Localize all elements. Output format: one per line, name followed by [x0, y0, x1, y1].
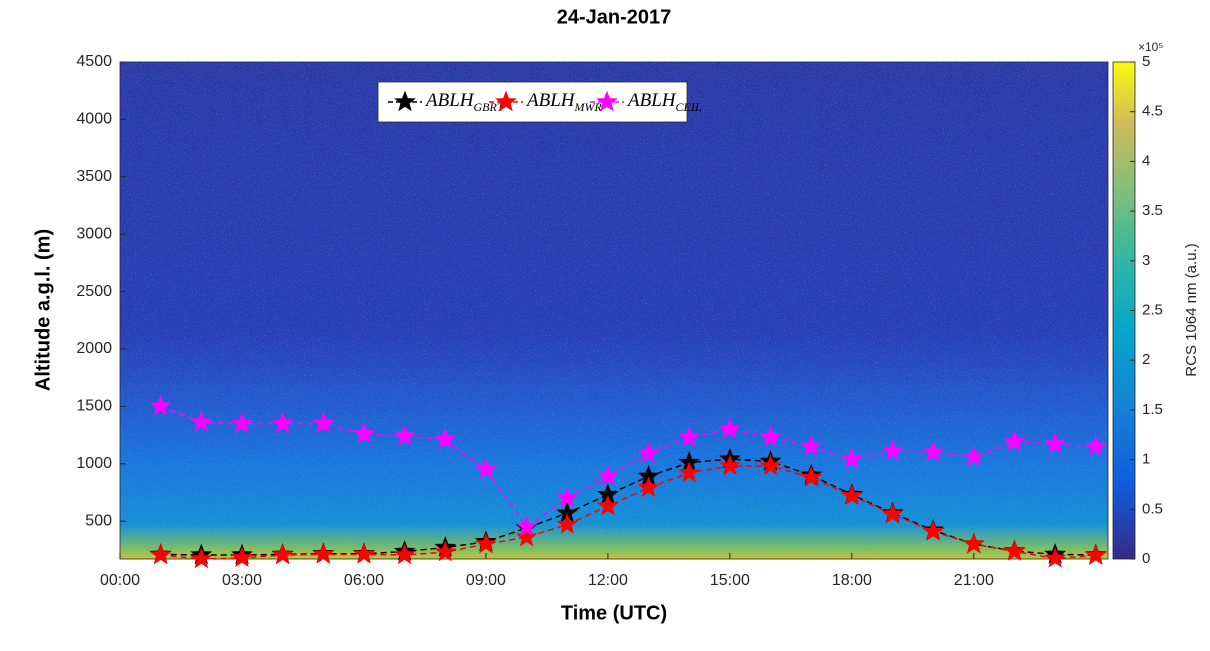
star-marker — [434, 428, 457, 449]
star-marker — [475, 458, 497, 479]
x-tick-label: 03:00 — [222, 572, 262, 589]
star-marker — [231, 546, 253, 568]
legend-subscript: GBRT — [474, 100, 505, 114]
colorbar-tick-label: 1.5 — [1142, 401, 1163, 418]
star-marker — [1044, 546, 1067, 568]
star-marker — [1003, 430, 1026, 452]
x-tick-label: 09:00 — [466, 572, 506, 589]
star-marker — [312, 542, 335, 564]
star-marker — [922, 520, 945, 541]
legend-label: ABLHGBRT — [424, 90, 505, 113]
colorbar-tick-label: 0 — [1142, 550, 1150, 567]
colorbar-tick-label: 0.5 — [1142, 500, 1163, 517]
plot-frame — [119, 61, 1109, 560]
y-tick-label: 1500 — [76, 398, 112, 415]
star-marker — [1084, 544, 1107, 565]
star-marker — [719, 454, 741, 476]
star-marker — [719, 417, 741, 439]
star-marker — [475, 532, 497, 554]
star-marker — [190, 410, 213, 432]
star-marker — [759, 425, 782, 447]
x-tick-label: 21:00 — [954, 572, 994, 589]
star-marker — [962, 445, 985, 467]
y-tick-label: 1000 — [76, 455, 112, 472]
star-marker — [393, 543, 416, 565]
star-marker — [312, 412, 335, 433]
y-tick-label: 500 — [85, 512, 112, 529]
star-marker — [1003, 540, 1026, 561]
legend-marker — [495, 90, 517, 112]
x-axis-label: Time (UTC) — [561, 602, 667, 624]
colorbar-tick-label: 2 — [1142, 351, 1150, 368]
star-marker — [922, 440, 945, 462]
legend-subscript: CEIL — [676, 100, 702, 114]
star-marker — [800, 435, 823, 456]
star-marker — [515, 515, 538, 537]
legend — [377, 81, 688, 123]
y-tick-label: 3500 — [76, 168, 112, 185]
legend-name: ABLH — [424, 90, 475, 111]
star-marker — [759, 454, 782, 476]
y-axis-label: Altitude a.g.l. (m) — [32, 229, 54, 391]
y-tick-label: 3000 — [76, 225, 112, 242]
star-marker — [556, 513, 579, 534]
series-line — [160, 405, 1096, 528]
legend-subscript: MWR — [574, 100, 603, 114]
star-marker — [597, 464, 619, 486]
y-tick-label: 2500 — [76, 283, 112, 300]
star-marker — [881, 439, 904, 461]
legend-marker — [394, 90, 416, 112]
colorbar-tick-label: 4.5 — [1142, 103, 1163, 120]
star-marker — [353, 542, 375, 564]
colorbar-exponent: ×10⁵ — [1138, 40, 1163, 54]
colorbar-tick-label: 1 — [1142, 451, 1150, 468]
colorbar-tick-label: 2.5 — [1142, 301, 1163, 318]
colorbar-tick-label: 5 — [1142, 53, 1150, 70]
star-marker — [597, 494, 619, 516]
legend-name: ABLH — [626, 90, 677, 111]
star-marker — [149, 543, 172, 565]
x-tick-label: 12:00 — [588, 572, 628, 589]
y-tick-label: 4000 — [76, 111, 112, 128]
colorbar-tick-label: 3 — [1142, 252, 1150, 269]
legend-marker — [596, 90, 618, 112]
x-tick-label: 18:00 — [832, 572, 872, 589]
star-marker — [678, 461, 701, 483]
star-marker — [800, 466, 823, 487]
y-tick-label: 4500 — [76, 53, 112, 70]
star-marker — [1084, 435, 1107, 456]
star-marker — [190, 547, 213, 569]
star-marker — [271, 412, 294, 433]
legend-name: ABLH — [525, 90, 576, 111]
star-marker — [637, 441, 660, 463]
star-marker — [556, 486, 579, 508]
star-marker — [393, 424, 416, 446]
x-tick-label: 06:00 — [344, 572, 384, 589]
x-tick-label: 00:00 — [100, 572, 140, 589]
colorbar-label: RCS 1064 nm (a.u.) — [1183, 243, 1200, 376]
star-marker — [434, 540, 457, 562]
x-tick-label: 15:00 — [710, 572, 750, 589]
star-marker — [149, 394, 172, 416]
colorbar-tick-label: 3.5 — [1142, 202, 1163, 219]
star-marker — [962, 532, 985, 554]
chart-title: 24-Jan-2017 — [557, 6, 672, 28]
y-tick-label: 2000 — [76, 340, 112, 357]
legend-label: ABLHCEIL — [626, 90, 702, 113]
star-marker — [231, 412, 253, 433]
star-marker — [881, 502, 904, 524]
star-marker — [353, 422, 375, 444]
legend-label: ABLHMWR — [525, 90, 602, 113]
star-marker — [840, 484, 863, 506]
star-marker — [271, 543, 294, 565]
star-marker — [678, 425, 701, 447]
star-marker — [1044, 432, 1067, 454]
star-marker — [637, 476, 660, 498]
star-marker — [840, 447, 863, 469]
star-marker — [515, 525, 538, 547]
colorbar-tick-label: 4 — [1142, 152, 1150, 169]
